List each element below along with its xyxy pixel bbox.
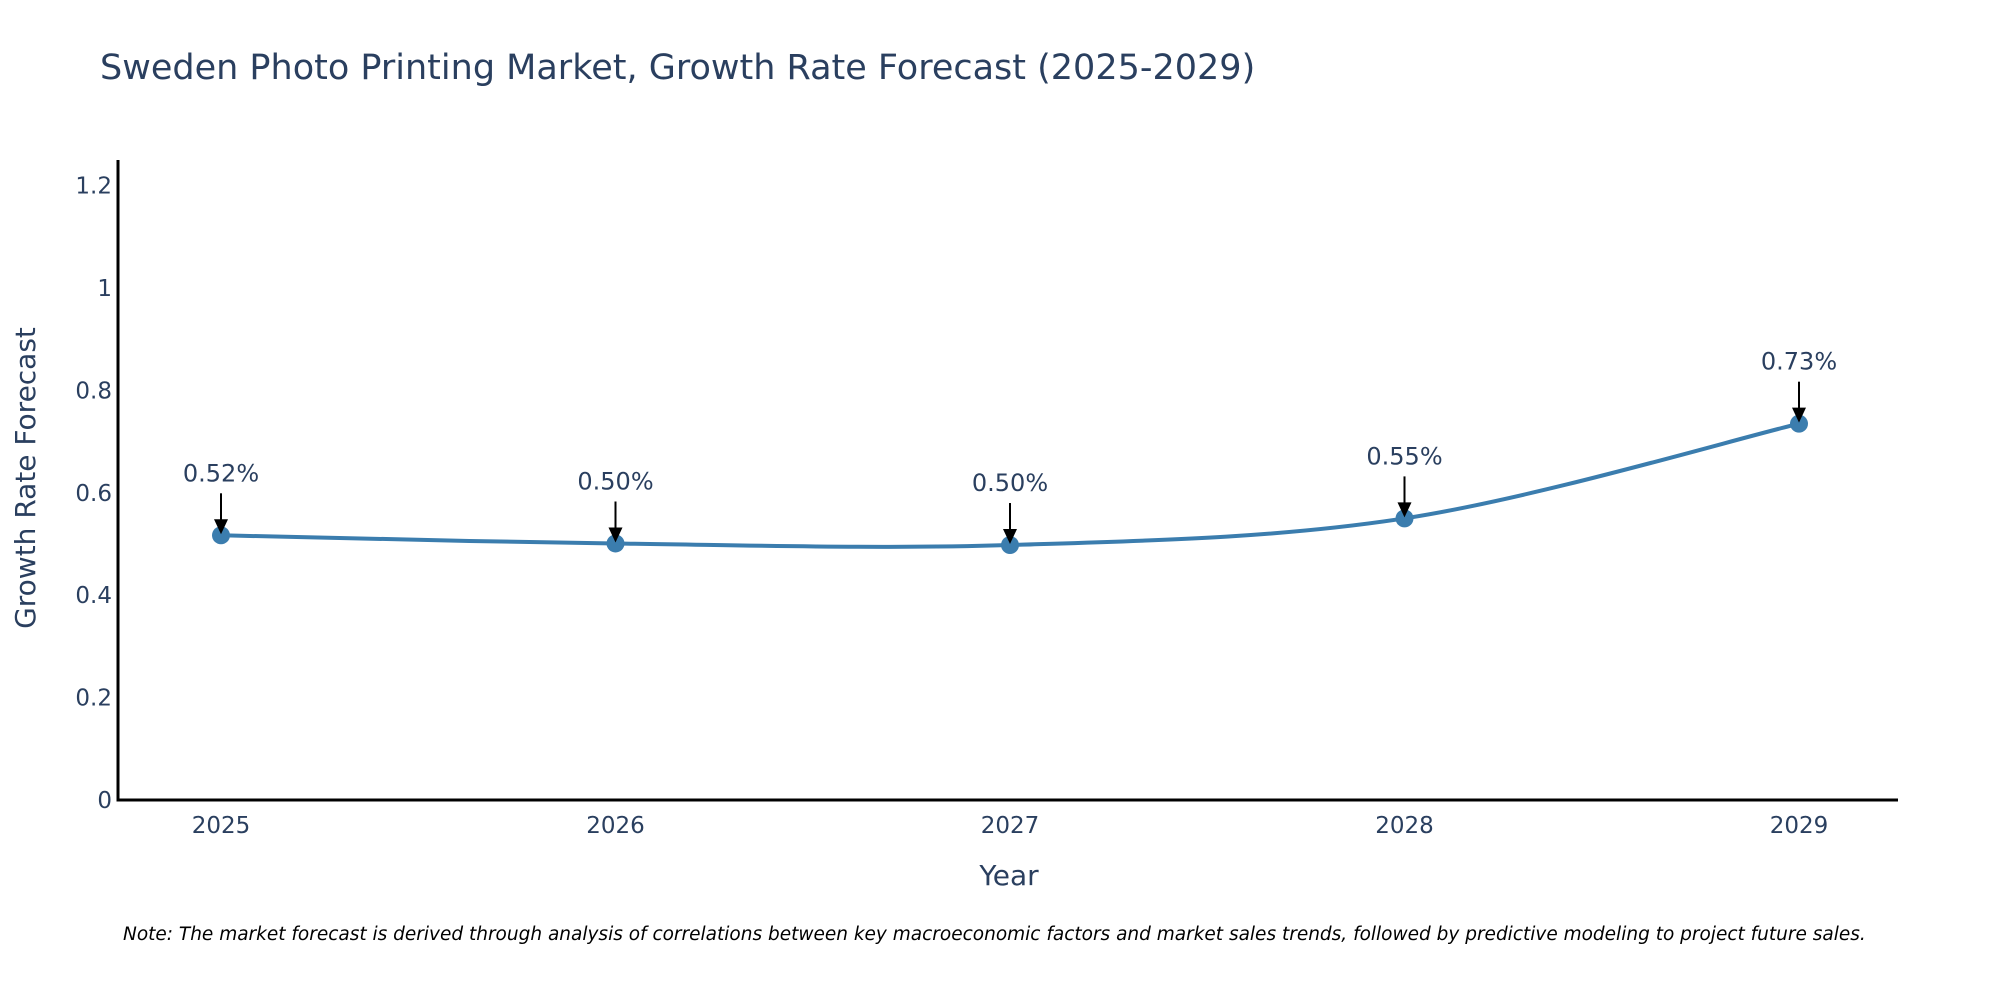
data-point [1395,509,1414,528]
annotation-arrowhead [608,527,623,543]
x-tick-label: 2025 [192,813,251,839]
y-axis-ticks: 0 0.2 0.4 0.6 0.8 1 1.2 [75,174,112,814]
y-tick-label: 0 [97,788,112,814]
data-label: 0.73% [1761,348,1837,376]
y-tick-label: 0.8 [75,378,112,404]
x-axis-title: Year [978,859,1039,892]
y-tick-label: 0.6 [75,481,112,507]
data-label: 0.52% [183,459,259,487]
data-point [212,526,230,545]
y-tick-label: 1.2 [75,174,112,200]
x-axis-ticks: 2025 2026 2027 2028 2029 [192,813,1829,839]
annotation-arrowhead [1003,529,1017,545]
x-tick-label: 2027 [981,813,1040,839]
data-label-annotations: 0.52% 0.50% 0.50% 0.55% 0.73% [183,348,1837,545]
x-tick-label: 2026 [586,813,645,839]
data-label: 0.50% [577,467,653,495]
data-point [1001,536,1019,555]
data-label: 0.50% [972,469,1048,497]
x-tick-label: 2029 [1770,813,1829,839]
y-tick-label: 0.2 [75,686,112,712]
data-label: 0.55% [1366,442,1442,470]
data-points [212,414,1808,555]
chart-title: Sweden Photo Printing Market, Growth Rat… [100,48,1255,88]
data-point [1790,414,1808,433]
data-point [606,534,625,553]
x-tick-label: 2028 [1375,813,1434,839]
y-axis-title: Growth Rate Forecast [9,327,42,629]
annotation-arrowhead [1397,502,1412,518]
footnote: Note: The market forecast is derived thr… [123,924,1866,945]
y-tick-label: 0.4 [75,583,112,609]
y-tick-label: 1 [97,276,112,302]
annotation-arrowhead [1792,407,1806,423]
annotation-arrowhead [214,519,228,535]
